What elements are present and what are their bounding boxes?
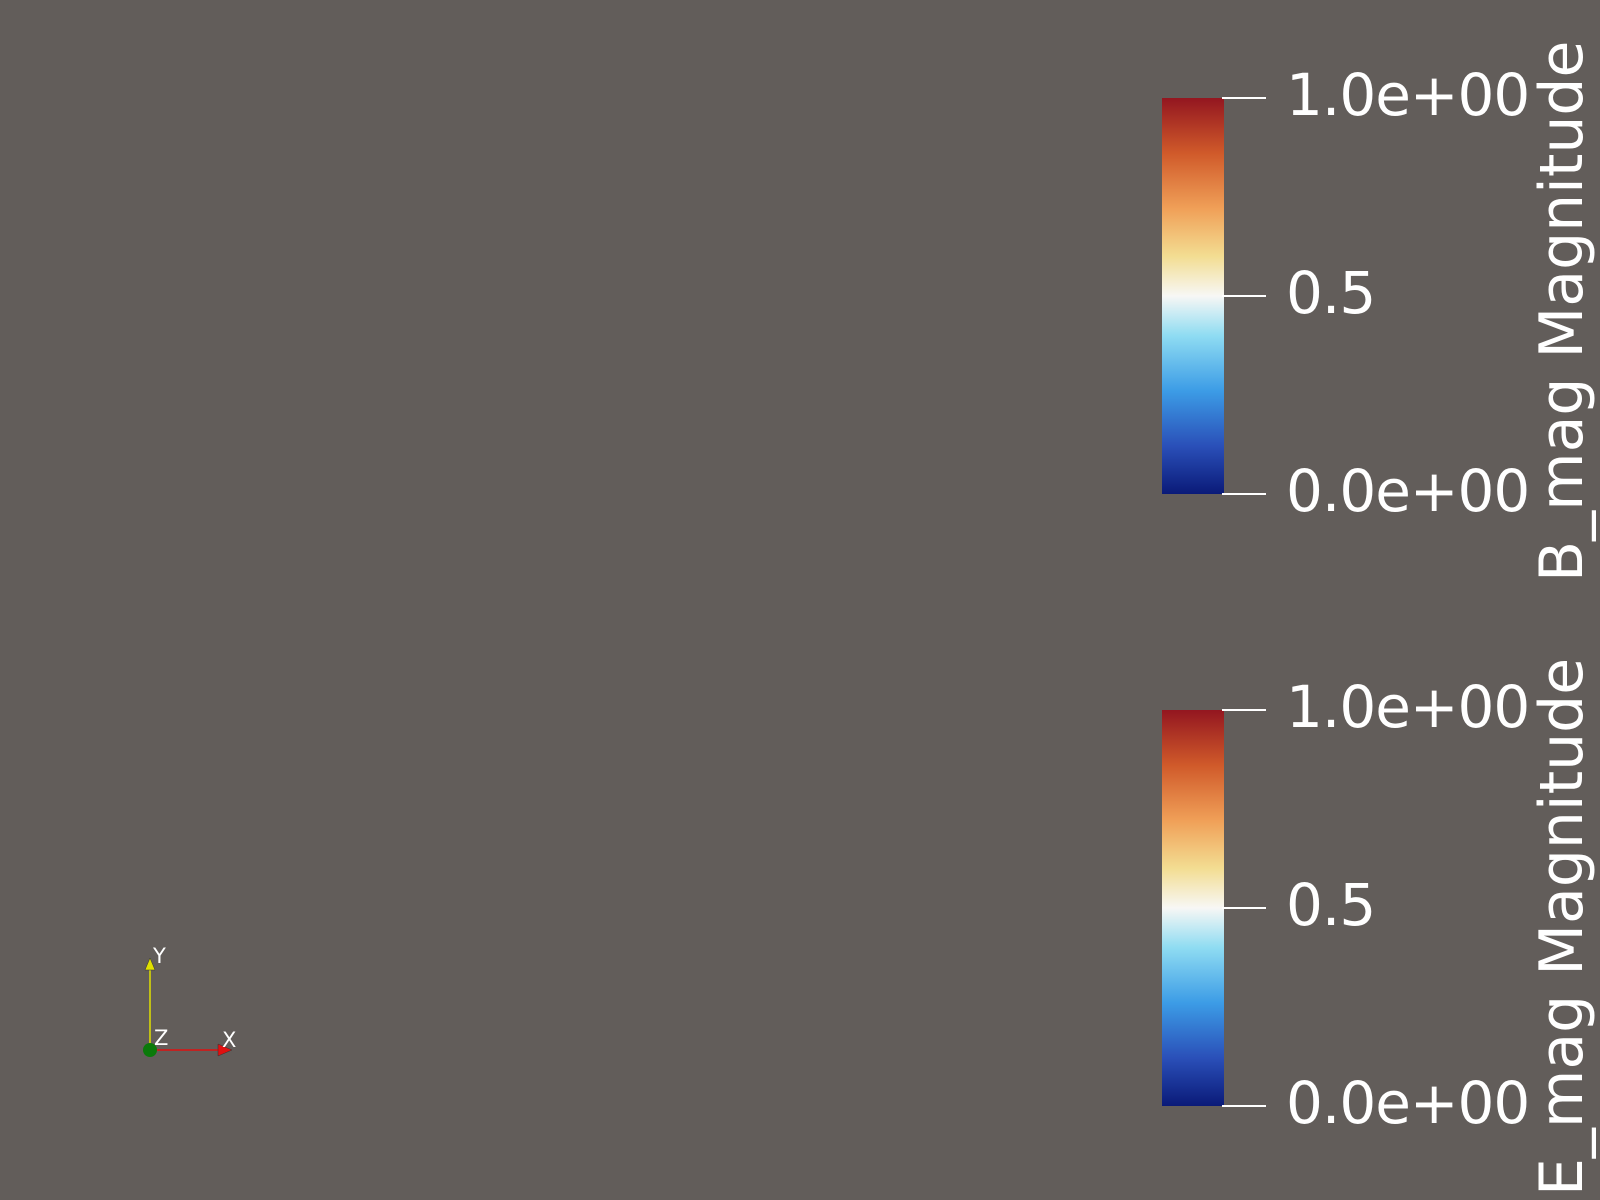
tick-mark-mid bbox=[1222, 295, 1266, 297]
tick-mark-min bbox=[1222, 493, 1266, 495]
tick-label-min: 0.0e+00 bbox=[1286, 457, 1530, 525]
scalar-bar-e-mag: 1.0e+00 0.5 0.0e+00 E_mag Magnitude bbox=[1162, 612, 1600, 1196]
tick-mark-max bbox=[1222, 709, 1266, 711]
tick-label-mid: 0.5 bbox=[1286, 871, 1376, 939]
orientation-axes: Y X Z bbox=[120, 946, 250, 1060]
tick-mark-min bbox=[1222, 1105, 1266, 1107]
axes-triad-icon bbox=[143, 957, 233, 1057]
tick-label-max: 1.0e+00 bbox=[1286, 673, 1530, 741]
z-axis-marker bbox=[143, 1043, 157, 1057]
x-axis-label: X bbox=[222, 1028, 237, 1052]
x-axis-arrowhead bbox=[217, 1043, 233, 1057]
tick-mark-mid bbox=[1222, 907, 1266, 909]
y-axis-label: Y bbox=[153, 944, 166, 968]
tick-mark-max bbox=[1222, 97, 1266, 99]
tick-label-min: 0.0e+00 bbox=[1286, 1069, 1530, 1137]
legend-title: B_mag Magnitude bbox=[1527, 40, 1597, 582]
tick-label-mid: 0.5 bbox=[1286, 259, 1376, 327]
colorbar-gradient bbox=[1162, 98, 1224, 494]
colorbar-gradient bbox=[1162, 710, 1224, 1106]
scalar-bar-b-mag: 1.0e+00 0.5 0.0e+00 B_mag Magnitude bbox=[1162, 0, 1600, 582]
y-axis-arrowhead bbox=[144, 957, 156, 971]
z-axis-label: Z bbox=[154, 1026, 169, 1050]
legend-title: E_mag Magnitude bbox=[1527, 657, 1597, 1196]
tick-label-max: 1.0e+00 bbox=[1286, 61, 1530, 129]
